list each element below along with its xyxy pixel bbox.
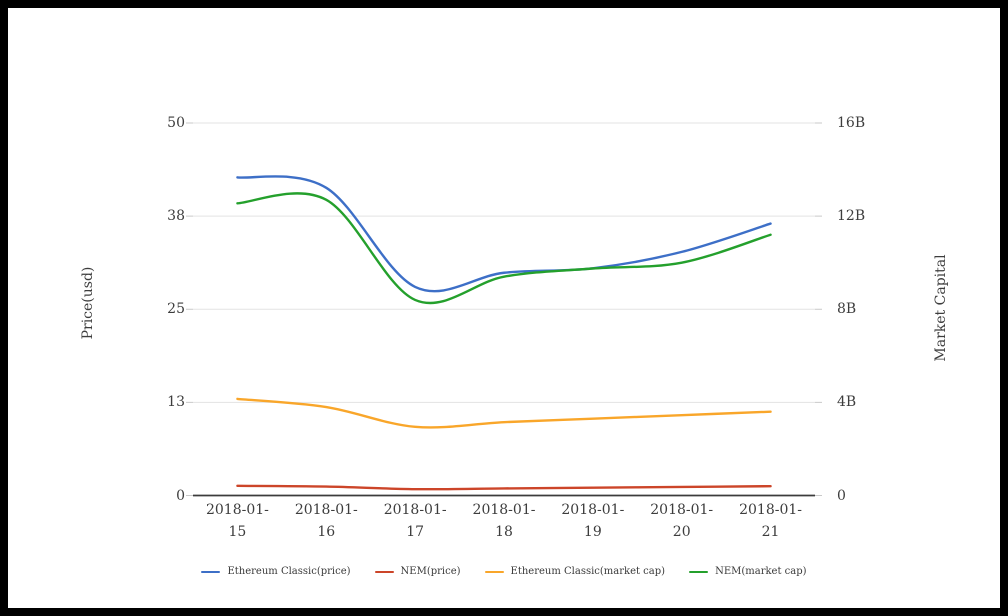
left-axis-title: Price(usd): [80, 266, 96, 340]
right-axis-tick-label: 4B: [837, 394, 857, 411]
left-axis-tick-label: 38: [167, 208, 185, 225]
x-axis-tick-label: 2018-01- 19: [561, 502, 625, 540]
series-line-ethereum-classic-price-[interactable]: [236, 175, 772, 293]
right-axis-title: Market Capital: [933, 254, 949, 362]
legend-item-ethereum-classic-price-[interactable]: Ethereum Classic(price): [201, 566, 351, 578]
legend-line-swatch: [484, 570, 504, 574]
left-axis-tick-label: 50: [167, 115, 185, 131]
left-axis-tick-label: 25: [167, 301, 185, 318]
legend-line-swatch: [689, 570, 709, 574]
right-axis-tick-label: 8B: [837, 301, 857, 318]
x-axis-tick-label: 2018-01- 17: [383, 502, 447, 540]
legend-line-swatch: [374, 570, 394, 574]
legend-item-ethereum-classic-market-cap-[interactable]: Ethereum Classic(market cap): [484, 566, 666, 578]
chart-legend: Ethereum Classic(price) NEM(price) Ethereu…: [0, 566, 1008, 578]
right-axis-tick-label: 16B: [837, 115, 866, 131]
legend-label: Ethereum Classic(market cap): [510, 566, 666, 577]
legend-label: NEM(price): [400, 566, 461, 577]
left-axis-tick-label: 13: [167, 394, 185, 411]
series-line-nem-price-[interactable]: [236, 484, 772, 491]
x-axis-tick-label: 2018-01- 20: [650, 502, 714, 540]
x-axis-tick-label: 2018-01- 15: [205, 502, 269, 540]
right-axis-tick-label: 0: [837, 487, 846, 504]
series-line-ethereum-classic-market-cap-[interactable]: [236, 397, 772, 429]
right-axis-tick-label: 12B: [837, 208, 866, 225]
left-axis-tick-label: 0: [176, 487, 185, 504]
legend-line-swatch: [201, 570, 221, 574]
legend-item-nem-price-[interactable]: NEM(price): [374, 566, 461, 578]
x-axis-tick-label: 2018-01- 18: [472, 502, 536, 540]
x-axis-tick-label: 2018-01- 16: [294, 502, 358, 540]
series-line-nem-market-cap-[interactable]: [236, 192, 772, 305]
legend-label: Ethereum Classic(price): [227, 566, 351, 577]
legend-item-nem-market-cap-[interactable]: NEM(market cap): [689, 566, 807, 578]
x-axis-tick-label: 2018-01- 21: [739, 502, 803, 540]
legend-label: NEM(market cap): [715, 566, 807, 577]
